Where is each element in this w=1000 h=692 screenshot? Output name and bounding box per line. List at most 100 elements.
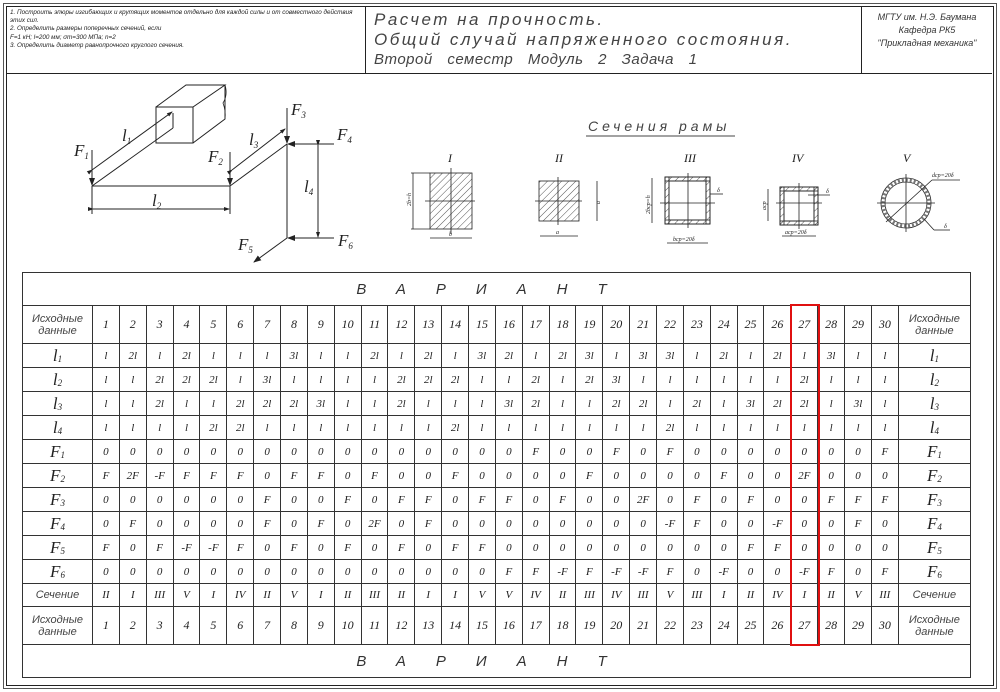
row-label-symbol: F xyxy=(926,561,938,581)
variant-number: 6 xyxy=(226,606,255,645)
data-cell: l xyxy=(92,367,120,392)
data-row: F4 0 F 0 0 0 0 F 0 F 0 2F 0 F 0 0 0 0 0 0 0 0 -F F 0 0 -F 0 0 F 0 F4 xyxy=(22,511,972,536)
variant-number: 30 xyxy=(870,606,899,645)
section-cell: V xyxy=(280,583,308,607)
section-4-numeral: IV xyxy=(791,151,805,165)
data-cell: l xyxy=(414,391,443,416)
header-label: Исходные данные xyxy=(897,606,972,645)
data-cell: l xyxy=(494,415,523,440)
fixed-support xyxy=(155,84,227,144)
data-cell: l xyxy=(736,367,765,392)
data-cell: 0 xyxy=(387,439,416,464)
data-cell: 0 xyxy=(575,439,604,464)
data-cell: F xyxy=(494,487,523,512)
data-row: F3 0 0 0 0 0 0 F 0 0 F 0 F F 0 F F 0 F 0 0 2F 0 F 0 F 0 0 F F F F3 xyxy=(22,487,972,512)
org-discipline: "Прикладная механика" xyxy=(877,38,977,48)
data-cell: 3l xyxy=(468,343,496,368)
data-cell: 2l xyxy=(118,343,147,368)
section-3-dim-h: 2bср=h xyxy=(646,195,652,214)
variant-number: 7 xyxy=(253,305,282,344)
header-label: Исходные данные xyxy=(22,606,93,645)
data-cell: 0 xyxy=(468,439,496,464)
data-cell: 0 xyxy=(575,511,604,536)
variant-number: 28 xyxy=(817,606,846,645)
data-row: l1 l 2l l 2l l l l 3l l l 2l l 2l l 3l 2l l 2l 3l l 3l 3l l 2l l 2… xyxy=(22,343,972,368)
section-cell: I xyxy=(441,583,470,607)
data-cell: 0 xyxy=(280,559,308,584)
data-cell: F xyxy=(414,487,443,512)
data-cell: l xyxy=(763,415,792,440)
data-cell: l xyxy=(521,343,550,368)
data-cell: 0 xyxy=(521,535,550,560)
data-cell: l xyxy=(736,415,765,440)
data-cell: 0 xyxy=(280,439,308,464)
variant-number: 30 xyxy=(870,305,899,344)
data-cell: -F xyxy=(763,511,792,536)
data-cell: 0 xyxy=(441,511,470,536)
data-cell: F xyxy=(92,463,120,488)
variant-number: 3 xyxy=(145,305,174,344)
row-label: l3 xyxy=(22,391,93,416)
variant-number: 4 xyxy=(172,606,201,645)
variant-number: 24 xyxy=(709,305,738,344)
row-label: l1 xyxy=(22,343,93,368)
data-cell: l xyxy=(172,391,201,416)
data-cell: l xyxy=(629,415,658,440)
data-cell: 0 xyxy=(494,511,523,536)
variant-number: 2 xyxy=(118,305,147,344)
data-cell: 0 xyxy=(226,559,255,584)
section-cell: III xyxy=(145,583,174,607)
data-cell: F xyxy=(333,487,362,512)
data-cell: 2l xyxy=(763,343,792,368)
data-cell: 0 xyxy=(199,559,228,584)
data-cell: l xyxy=(790,415,819,440)
data-cell: 0 xyxy=(763,559,792,584)
title-line-3: Второй семестр Модуль 2 Задача 1 xyxy=(374,51,698,68)
data-cell: 0 xyxy=(360,439,389,464)
variant-header-row: Исходные данные 1 2 3 4 5 6 7 8 9 10 11 12 13 14 15 16 17… xyxy=(22,305,972,344)
data-cell: F xyxy=(253,511,282,536)
data-cell: 0 xyxy=(414,439,443,464)
data-cell: F xyxy=(709,463,738,488)
data-cell: 0 xyxy=(844,439,872,464)
row-label-symbol: F xyxy=(50,441,61,461)
row-label: l4 xyxy=(22,415,93,440)
variant-number: 9 xyxy=(306,305,335,344)
variant-number: 28 xyxy=(817,305,846,344)
data-cell: 0 xyxy=(763,463,792,488)
label-l2: l2 xyxy=(152,191,162,211)
data-cell: l xyxy=(548,391,577,416)
row-label: F4 xyxy=(897,511,972,536)
data-cell: l xyxy=(145,415,174,440)
data-cell: l xyxy=(521,415,550,440)
data-cell: l xyxy=(602,415,631,440)
row-label: F5 xyxy=(897,535,972,560)
data-cell: 0 xyxy=(145,487,174,512)
section-label: Сечение xyxy=(897,583,972,607)
data-cell: 0 xyxy=(118,487,147,512)
data-cell: 0 xyxy=(817,511,846,536)
section-cell: IV xyxy=(763,583,792,607)
row-label-index: 1 xyxy=(934,353,940,364)
data-cell: 2l xyxy=(494,343,523,368)
data-cell: 0 xyxy=(548,439,577,464)
title-block: Расчет на прочность. Общий случай напряж… xyxy=(366,6,862,74)
data-cell: 0 xyxy=(494,463,523,488)
data-cell: l xyxy=(575,391,604,416)
data-cell: 2l xyxy=(199,367,228,392)
data-cell: l xyxy=(575,415,604,440)
variant-number: 7 xyxy=(253,606,282,645)
data-cell: F xyxy=(521,439,550,464)
variant-number: 19 xyxy=(575,606,604,645)
section-cell: III xyxy=(629,583,658,607)
data-cell: 0 xyxy=(844,559,872,584)
data-cell: 0 xyxy=(709,439,738,464)
organization-block: МГТУ им. Н.Э. Баумана Кафедра РК5 "Прикл… xyxy=(862,6,992,74)
data-cell: 0 xyxy=(360,487,389,512)
data-cell: 2l xyxy=(709,343,738,368)
variant-number: 4 xyxy=(172,305,201,344)
data-cell: l xyxy=(844,343,872,368)
variant-number: 20 xyxy=(602,606,631,645)
data-cell: F xyxy=(736,535,765,560)
section-1-dim-b: b xyxy=(449,232,452,238)
